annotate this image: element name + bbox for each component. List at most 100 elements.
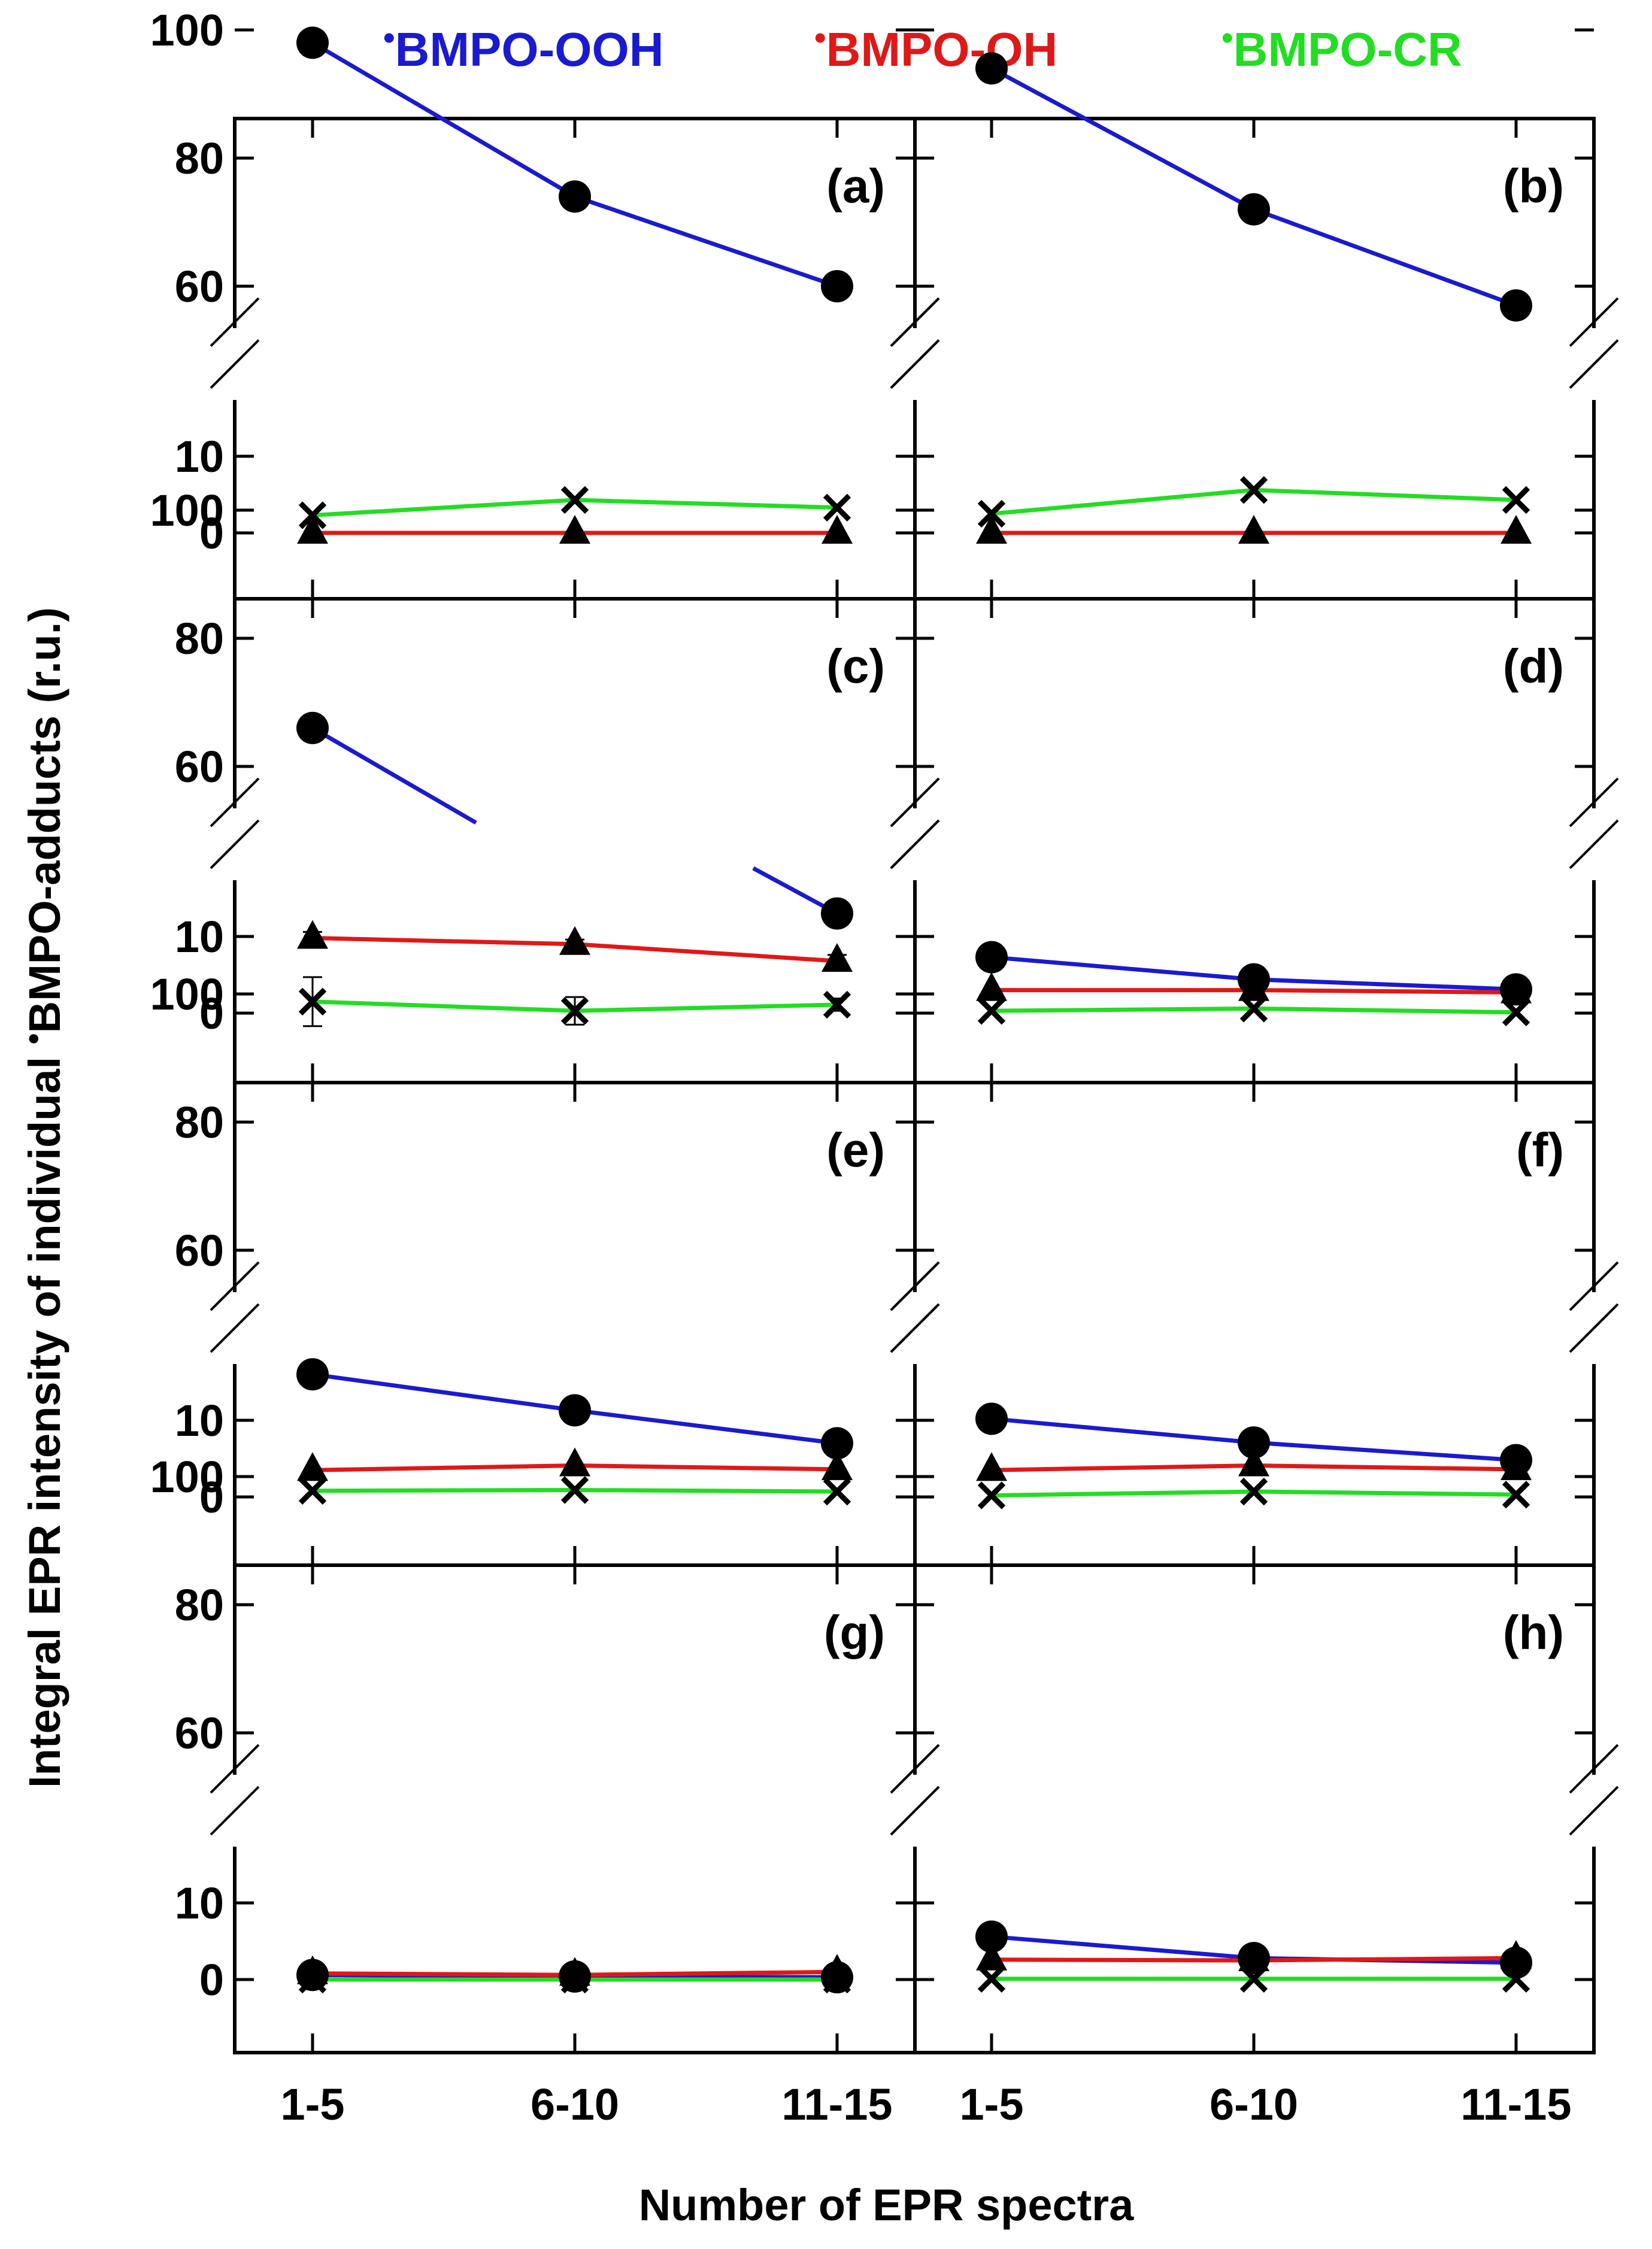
x-tick-label: 1-5 [281,2080,345,2129]
data-point-ooh [559,1960,591,1993]
panel-label: (a) [826,159,885,213]
y-tick-label: 100 [150,486,224,535]
data-point-cr [823,1477,851,1506]
panel-label: (d) [1503,639,1564,693]
cross-stroke [1239,476,1268,504]
y-tick-label: 0 [199,1472,224,1522]
data-point-cr [1502,1480,1530,1509]
y-tick-label: 10 [175,912,224,962]
cross-stroke [977,1481,1006,1510]
data-point-cr [560,996,589,1025]
data-point-cr [298,1477,327,1505]
data-point-oh [1238,1447,1269,1477]
data-point-oh [297,515,328,544]
axis-break-mark [890,297,940,347]
panel-label: (g) [824,1606,885,1659]
x-tick-label: 11-15 [781,2080,892,2129]
data-point-oh [976,515,1007,544]
y-tick-label: 60 [175,1708,224,1758]
legend-entry-bmpo-oh: •BMPO-OH [814,19,1057,76]
x-tick-label: 6-10 [1210,2080,1298,2129]
cross-stroke [1502,998,1530,1026]
data-point-ooh [821,1427,853,1460]
cross-stroke [823,493,851,522]
y-tick-label: 10 [175,1878,224,1928]
cross-stroke [977,996,1006,1025]
data-point-cr [977,996,1006,1025]
axis-break-mark [890,1744,940,1794]
panel-h: 1-5 6-10 11-15 (h) [890,1475,1619,2129]
data-point-ooh [1500,1444,1532,1477]
y-tick-label: 80 [175,1580,224,1630]
panel-label: (c) [826,639,885,693]
legend-entry-bmpo-cr: •BMPO-CR [1221,19,1462,76]
axis-break-mark [1569,1261,1619,1311]
data-point-ooh [975,1402,1008,1435]
x-tick-label: 1-5 [960,2080,1024,2129]
y-tick-label: 100 [150,969,224,1019]
data-point-ooh [821,897,853,930]
panel-label: (h) [1503,1606,1564,1659]
data-point-cr [977,1481,1006,1510]
y-tick-label: 80 [175,614,224,663]
data-point-ooh [821,1961,853,1994]
axis-break-mark [210,297,260,347]
cross-stroke [1502,486,1530,514]
data-point-ooh [1500,1946,1532,1979]
data-point-cr [977,1965,1006,1993]
data-point-cr [1239,1477,1268,1506]
y-tick-label: 60 [175,742,224,792]
panel-label: (b) [1503,159,1564,213]
x-tick-label: 6-10 [531,2080,619,2129]
axis-break-mark [210,339,260,389]
axis-break-mark [1569,1786,1619,1836]
y-tick-label: 10 [175,1396,224,1445]
axis-break-mark [1569,297,1619,347]
y-tick-label: 100 [150,5,224,55]
y-tick-label: 60 [175,262,224,311]
axis-break-mark [890,1786,940,1836]
data-point-ooh [821,270,853,302]
data-point-ooh [1500,289,1532,322]
legend-entry-bmpo-ooh: •BMPO-OOH [383,19,663,76]
data-point-cr [1239,476,1268,504]
axis-break-mark [210,1303,260,1353]
axis-break-mark [210,819,260,869]
axis-break-mark [210,1786,260,1836]
data-point-oh [1238,515,1269,544]
data-point-ooh [1238,1426,1270,1459]
data-point-oh [559,926,590,955]
axis-break-mark [1569,777,1619,828]
panel-label: (e) [826,1123,885,1177]
data-point-cr [823,990,851,1019]
panel-label: (f) [1516,1123,1564,1177]
data-point-oh [1501,515,1532,544]
data-point-ooh [559,1394,591,1427]
y-tick-label: 100 [150,1452,224,1502]
data-point-ooh [296,1959,329,1992]
data-point-oh [976,1941,1007,1971]
y-tick-label: 0 [199,508,224,558]
axis-break-mark [890,1303,940,1353]
data-point-ooh [1238,193,1270,226]
data-point-oh [822,942,853,972]
series-line-bmpo-ooh [311,726,477,825]
data-point-ooh [296,26,329,59]
cross-stroke [823,990,851,1019]
axis-break-mark [210,1744,260,1794]
data-point-cr [1502,486,1530,514]
cross-stroke [977,1965,1006,1993]
data-point-ooh [296,1358,329,1391]
data-point-cr [1502,998,1530,1026]
axis-break-mark [890,819,940,869]
y-axis-label: Integral EPR intensity of individual •BM… [16,607,69,1788]
data-point-ooh [1238,1942,1270,1975]
axis-break-mark [1569,1303,1619,1353]
data-point-cr [823,493,851,522]
y-tick-label: 60 [175,1226,224,1275]
